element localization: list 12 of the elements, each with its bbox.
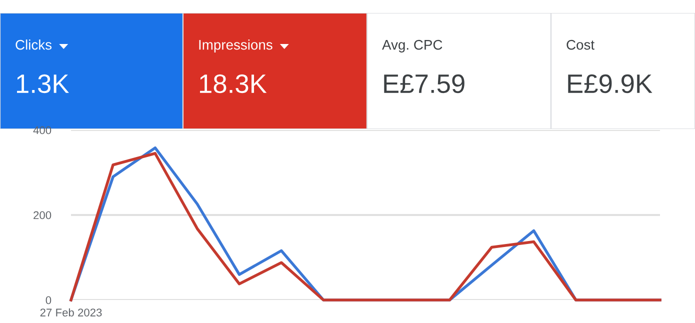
category-label: Clicks [16, 40, 52, 50]
category-label: Avg. CPC [382, 40, 442, 52]
text: 1.3K [17, 74, 69, 94]
y-tick-label: 0 [46, 296, 52, 304]
category-label: Impressions [199, 40, 272, 52]
text: E£9.9K [568, 74, 652, 94]
text: E£7.59 [384, 74, 464, 94]
y-tick-label: 200 [34, 211, 52, 220]
category-label: Cost [566, 40, 594, 50]
y-tick-label: 400 [33, 126, 52, 134]
text: 18.3K [200, 74, 267, 94]
x-tick-label: 27 Feb 2023 [40, 308, 102, 316]
